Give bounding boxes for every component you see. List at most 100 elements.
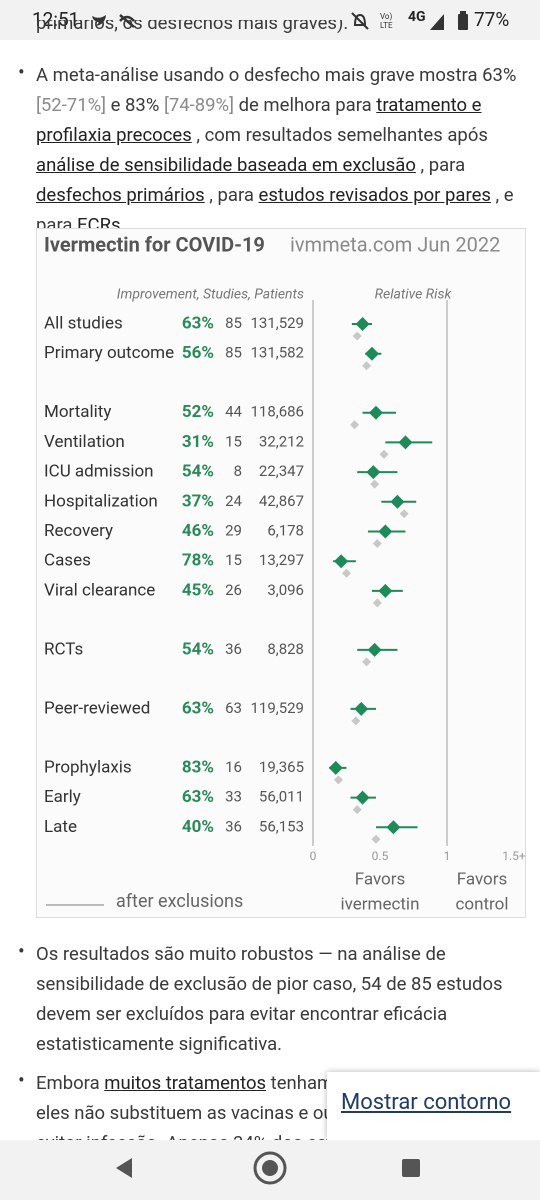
plot-source: ivmmeta.com Jun 2022 <box>290 232 500 256</box>
row-label: Late <box>44 817 77 837</box>
recents-button[interactable] <box>402 1159 420 1177</box>
studies: 85 <box>225 314 242 332</box>
studies: 33 <box>225 788 242 806</box>
svg-text:LTE: LTE <box>380 21 393 30</box>
improvement: 37% <box>182 491 214 511</box>
col-header: Improvement, Studies, Patients <box>117 287 304 303</box>
text: A meta-análise usando o desfecho mais gr… <box>36 64 517 86</box>
row-label: Mortality <box>44 402 111 422</box>
link[interactable]: análise de sensibilidade baseada em excl… <box>36 154 416 176</box>
excl-diamond <box>342 568 351 578</box>
studies: 44 <box>225 403 242 421</box>
studies: 36 <box>225 640 242 658</box>
studies: 85 <box>225 344 242 362</box>
home-dot <box>262 1160 278 1176</box>
text: [74‑89%] <box>163 94 235 116</box>
patients: 22,347 <box>259 462 304 480</box>
link[interactable]: desfechos primários <box>36 184 205 206</box>
excl-diamond <box>351 716 361 726</box>
rr-header: Relative Risk <box>375 287 453 303</box>
back-button[interactable] <box>116 1158 132 1178</box>
x-tick-label: 1.5+ <box>502 849 526 863</box>
improvement: 83% <box>182 757 214 777</box>
favors-left: ivermectin <box>341 894 420 914</box>
studies: 36 <box>225 817 242 835</box>
rr-diamond <box>328 760 343 775</box>
excl-diamond <box>371 834 381 844</box>
studies: 16 <box>225 758 242 776</box>
favors-right: Favors <box>457 869 508 889</box>
text: [52‑71%] <box>36 94 107 116</box>
nav-bar <box>0 1140 540 1200</box>
patients: 118,686 <box>250 403 304 421</box>
excl-diamond <box>350 420 360 430</box>
row-label: Prophylaxis <box>44 757 132 777</box>
row-label: Ventilation <box>44 432 125 452</box>
patients: 119,529 <box>250 699 304 717</box>
row-label: Viral clearance <box>44 580 155 600</box>
text: , para <box>204 184 259 206</box>
patients: 131,529 <box>250 314 304 332</box>
excl-diamond <box>362 657 372 667</box>
studies: 8 <box>234 462 242 480</box>
system-icons: Vo)LTE <box>351 12 393 30</box>
home-button[interactable] <box>253 1151 287 1185</box>
network: 4G <box>408 9 426 25</box>
excl-diamond <box>352 331 362 341</box>
excl-diamond <box>333 775 343 785</box>
link[interactable]: tratamento e profilaxia precoces <box>36 94 482 146</box>
link[interactable]: muitos tratamentos <box>104 1072 267 1094</box>
svg-text:Vo): Vo) <box>380 12 392 21</box>
battery: 77% <box>474 8 510 31</box>
signal-battery <box>430 11 468 30</box>
plot-frame <box>36 228 526 918</box>
row-label: Primary outcome <box>44 343 174 363</box>
excl-diamond <box>352 805 362 815</box>
bullet: • <box>18 939 25 963</box>
nav-icons <box>116 1151 420 1185</box>
x-tick-label: 1 <box>444 849 451 863</box>
link[interactable]: estudos revisados por pares <box>258 184 491 206</box>
text: Embora <box>36 1072 105 1094</box>
rr-diamond <box>386 820 401 835</box>
patients: 6,178 <box>267 521 304 539</box>
improvement: 52% <box>182 402 214 422</box>
rr-diamond <box>367 642 382 657</box>
rr-diamond <box>390 494 405 509</box>
outline-popup[interactable]: Mostrar contorno <box>327 1072 540 1140</box>
row-label: Cases <box>44 551 91 571</box>
studies: 29 <box>225 521 242 539</box>
patients: 8,828 <box>267 640 304 658</box>
row-label: Hospitalization <box>44 491 158 511</box>
studies: 15 <box>225 432 242 450</box>
improvement: 56% <box>182 343 214 363</box>
x-tick-label: 0.5 <box>372 849 389 863</box>
rr-diamond <box>355 317 370 331</box>
top-fragment: primários, os desfechos mais graves). <box>36 20 531 42</box>
improvement: 78% <box>182 551 214 571</box>
text: e 83% <box>106 94 164 116</box>
row-label: Recovery <box>44 521 113 541</box>
row-label: ICU admission <box>44 462 154 482</box>
text: . <box>120 214 130 236</box>
improvement: 54% <box>182 462 214 482</box>
favors-left: Favors <box>355 869 406 889</box>
studies: 15 <box>225 551 242 569</box>
studies: 26 <box>225 581 242 599</box>
excl-diamond <box>362 361 372 371</box>
improvement: 31% <box>182 432 214 452</box>
rr-diamond <box>378 524 393 539</box>
studies: 24 <box>225 492 242 510</box>
paragraph: Os resultados são muito robustos — na an… <box>36 939 531 1059</box>
row-label: Peer-reviewed <box>44 698 150 718</box>
text: de melhora para <box>234 94 377 116</box>
text: , para <box>415 154 466 176</box>
forest-plot: Ivermectin for COVID-19 ivmmeta.com Jun … <box>36 228 526 918</box>
time: 12:51 <box>32 8 80 31</box>
text: , com resultados semelhantes após <box>191 124 488 146</box>
rr-diamond <box>366 465 381 480</box>
popup-link[interactable]: Mostrar contorno <box>341 1090 512 1115</box>
studies: 63 <box>225 699 242 717</box>
row-label: All studies <box>44 313 123 333</box>
